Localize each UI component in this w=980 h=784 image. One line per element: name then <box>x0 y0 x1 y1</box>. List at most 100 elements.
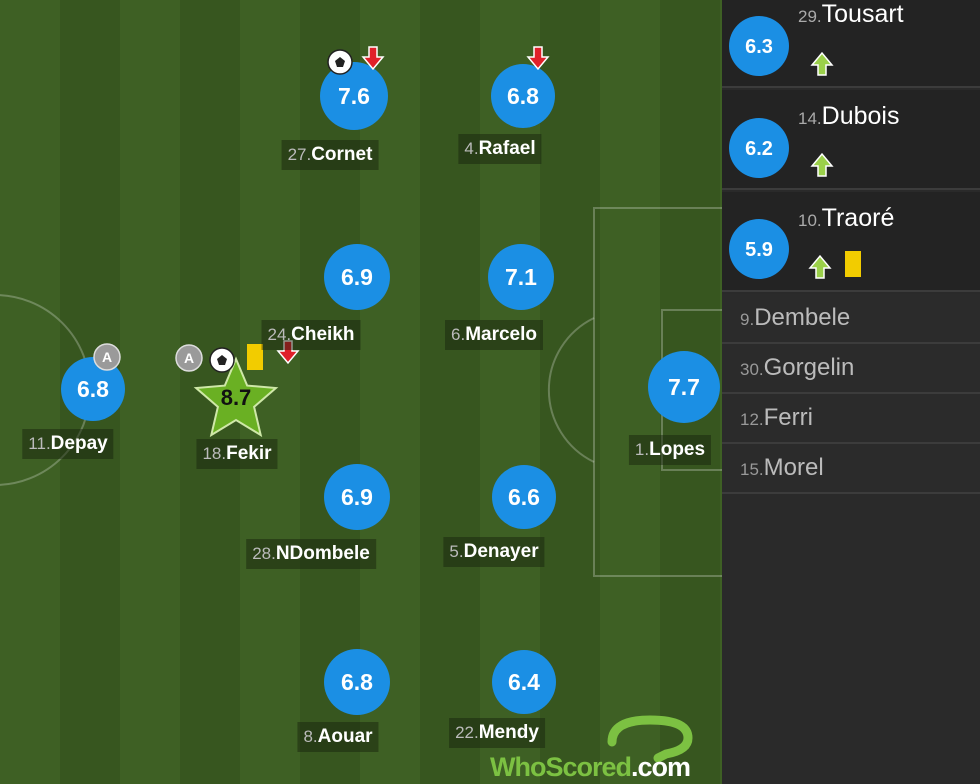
player-label: 6.Marcelo <box>445 320 543 350</box>
assist-letter: A <box>184 350 194 366</box>
substitute-row: 29.Tousart <box>722 0 980 88</box>
shirt-number: 27. <box>287 145 312 164</box>
assist-letter: A <box>102 349 112 365</box>
player-rating: 7.1 <box>505 264 537 290</box>
player-name: Ferri <box>763 404 813 431</box>
shirt-number: 11. <box>28 434 51 453</box>
rating-circle <box>491 64 555 128</box>
shirt-number: 24. <box>267 325 292 344</box>
substitute-label: 14.Dubois <box>798 102 899 131</box>
stripe <box>420 0 480 784</box>
rating-circle <box>492 650 556 714</box>
player-rating: 6.8 <box>507 83 539 109</box>
shirt-number: 15. <box>740 460 764 479</box>
pitch: 7.6 6.8 6.9 7.1 6.8 A 8.7 A 6.9 6.6 7.7 6.8 6.4 <box>0 0 722 784</box>
player-rating: 6.8 <box>77 376 109 402</box>
player-label: 1.Lopes <box>628 435 712 465</box>
shirt-number: 10. <box>798 211 822 230</box>
player-name: Fekir <box>226 443 272 464</box>
penalty-box <box>593 207 722 577</box>
rating-circle <box>61 357 125 421</box>
stripe <box>720 0 722 784</box>
stripe <box>120 0 180 784</box>
shirt-number: 6. <box>451 325 466 344</box>
player-label: 18.Fekir <box>196 439 278 469</box>
player-label: 27.Cornet <box>281 140 379 170</box>
substitute-row: 14.Dubois <box>722 90 980 190</box>
player-name: Aouar <box>317 726 373 747</box>
shirt-number: 5. <box>449 542 464 561</box>
sub-off-icon <box>276 340 300 365</box>
player-rating: 7.6 <box>338 83 370 109</box>
rating-circle <box>488 244 554 310</box>
player-rating: 6.6 <box>508 484 540 510</box>
assist-icon <box>175 344 203 372</box>
player-name: Dubois <box>821 102 900 130</box>
player-rating: 6.9 <box>341 264 373 290</box>
shirt-number: 29. <box>798 7 822 26</box>
ball-patch <box>217 355 227 365</box>
player-rating: 6.4 <box>508 669 540 695</box>
ball-patch <box>335 57 345 67</box>
shirt-number: 14. <box>798 109 822 128</box>
shirt-number: 30. <box>740 360 764 379</box>
player-name: Traoré <box>821 204 895 232</box>
shirt-number: 18. <box>202 444 227 463</box>
rating-circle <box>492 465 556 529</box>
domain: .com <box>631 752 691 782</box>
player-name: Morel <box>763 454 824 481</box>
player-name: Depay <box>50 433 108 454</box>
shirt-number: 4. <box>464 139 479 158</box>
player-rating: 6.9 <box>341 484 373 510</box>
player-name: Marcelo <box>465 324 537 345</box>
player-name: Mendy <box>478 722 539 743</box>
man-of-match-star <box>193 356 279 438</box>
player-label: 24.Cheikh <box>261 320 361 350</box>
player-label: 11.Depay <box>22 429 114 459</box>
player-rating: 6.8 <box>341 669 373 695</box>
brand: WhoScored <box>490 752 632 782</box>
rating-circle <box>320 62 388 130</box>
shirt-number: 12. <box>740 410 764 429</box>
unused-row: 12.Ferri <box>722 394 980 444</box>
player-label: 28.NDombele <box>246 539 376 569</box>
unused-row: 30.Gorgelin <box>722 344 980 394</box>
penalty-arc <box>547 317 595 463</box>
player-name: Dembele <box>754 304 851 331</box>
substitute-row: 10.Traoré <box>722 192 980 292</box>
player-name: Cornet <box>311 144 373 165</box>
player-label: 22.Mendy <box>449 718 545 748</box>
assist-icon <box>93 343 121 371</box>
player-label: 4.Rafael <box>458 134 542 164</box>
player-label: 5.Denayer <box>443 537 545 567</box>
shirt-number: 28. <box>252 544 276 563</box>
unused-row: 9.Dembele <box>722 294 980 344</box>
player-rating: 7.7 <box>668 374 700 400</box>
player-label: 8.Aouar <box>297 722 379 752</box>
sub-off-icon <box>526 46 550 71</box>
substitute-label: 10.Traoré <box>798 204 894 233</box>
player-rating: 8.7 <box>221 385 252 410</box>
player-name: Gorgelin <box>763 354 855 381</box>
sub-off-icon <box>361 46 385 71</box>
shirt-number: 22. <box>455 723 479 742</box>
player-name: Cheikh <box>291 324 355 345</box>
stripe <box>0 0 60 784</box>
watermark: WhoScored.com <box>490 752 691 783</box>
player-name: Tousart <box>821 0 904 28</box>
rating-circle <box>324 464 390 530</box>
player-name: Rafael <box>478 138 536 159</box>
yellow-card-icon <box>247 344 263 370</box>
player-name: Denayer <box>463 541 539 562</box>
unused-row: 15.Morel <box>722 444 980 494</box>
rating-circle <box>324 649 390 715</box>
shirt-number: 9. <box>740 310 755 329</box>
substitute-label: 29.Tousart <box>798 0 904 29</box>
rating-circle <box>324 244 390 310</box>
player-name: NDombele <box>275 543 370 564</box>
player-name: Lopes <box>649 439 706 460</box>
shirt-number: 1. <box>634 440 650 459</box>
shirt-number: 8. <box>303 727 318 746</box>
rating-circle <box>648 351 720 423</box>
